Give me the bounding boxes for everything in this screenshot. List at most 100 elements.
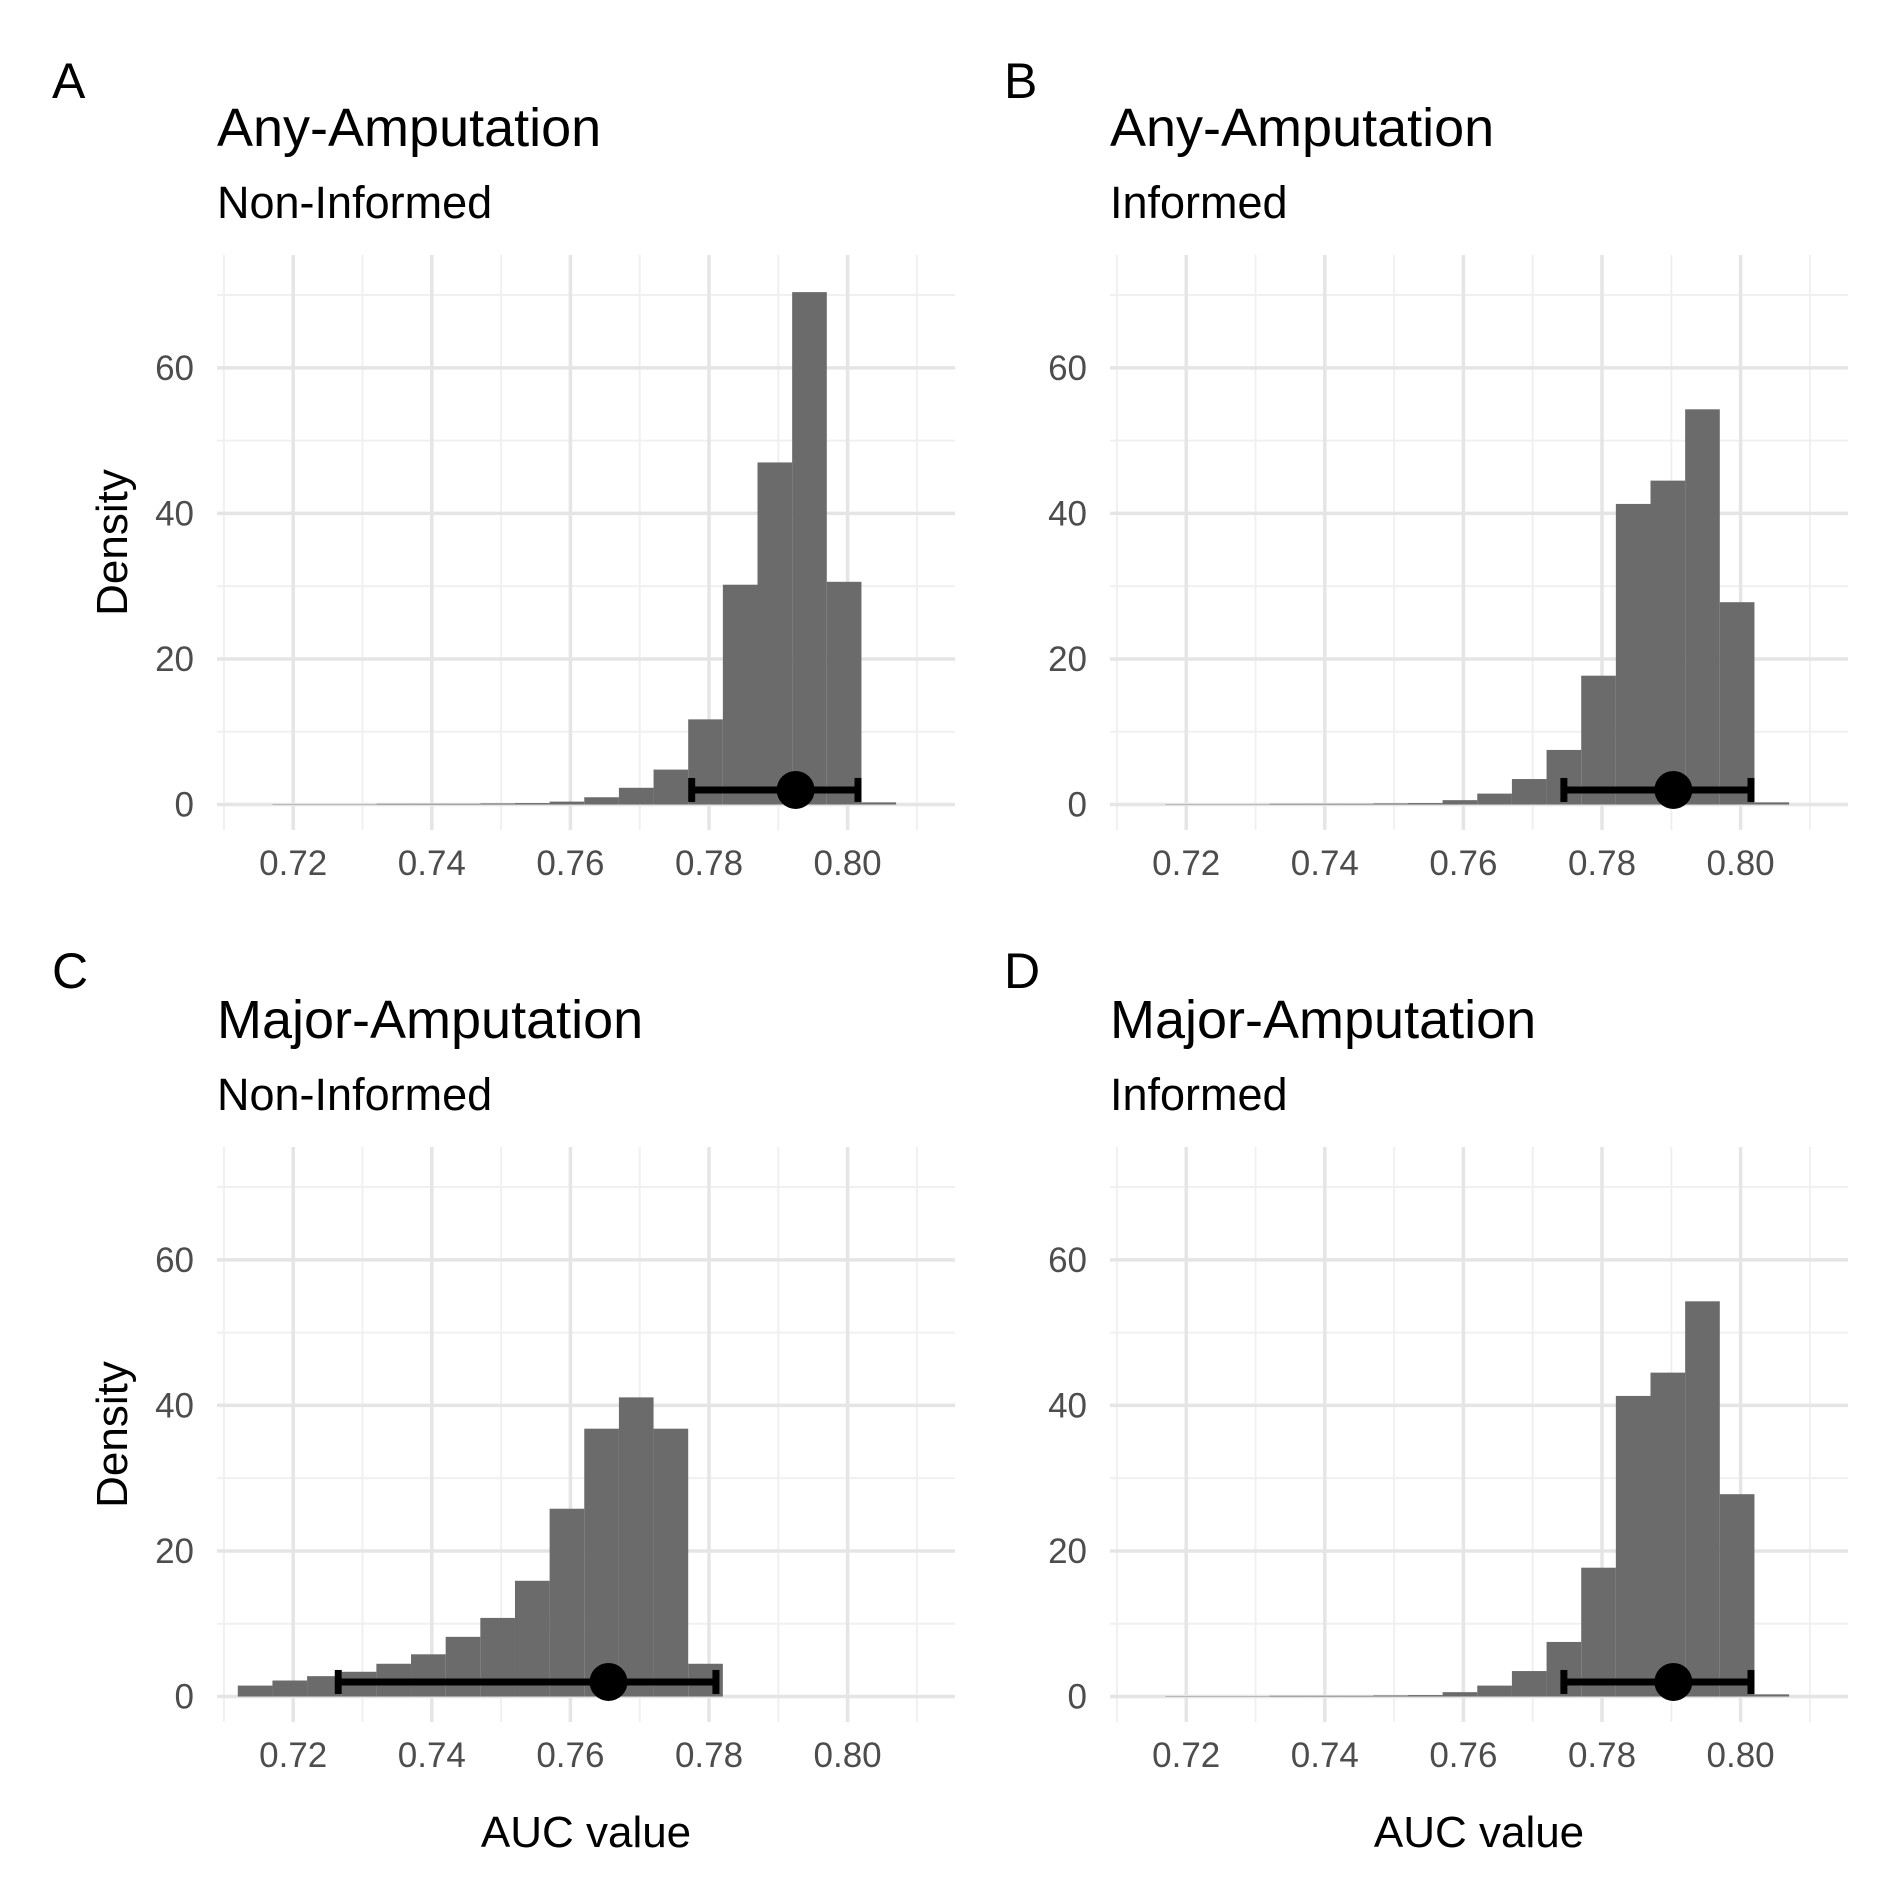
histogram-bar <box>272 1680 308 1697</box>
plot-area: 0.72 0.74 0.76 0.78 0.80 0 20 40 60 Density <box>88 255 955 883</box>
panel-c: C Major-Amputation Non-Informed 0.72 0.74… <box>52 943 955 1857</box>
panel-letter: B <box>1004 53 1037 109</box>
chart-title: Any-Amputation <box>217 98 601 158</box>
y-tick-label: 60 <box>1048 1241 1087 1280</box>
histogram-bar <box>1581 675 1616 805</box>
histogram-bar <box>514 1580 550 1697</box>
histogram-bar <box>411 1654 446 1697</box>
panel-letter: A <box>52 53 86 109</box>
x-tick-label: 0.76 <box>536 844 604 883</box>
y-tick-label: 60 <box>155 349 194 388</box>
histogram-bar <box>1338 803 1374 805</box>
x-tick-label: 0.74 <box>398 844 466 883</box>
chart-subtitle: Informed <box>1110 1069 1288 1120</box>
y-axis-label: Density <box>88 469 137 616</box>
y-tick-label: 20 <box>155 1532 194 1571</box>
histogram-bar <box>1650 1372 1686 1697</box>
histogram-bar <box>1338 1695 1374 1697</box>
histogram-bar <box>1615 503 1651 805</box>
histogram-bar <box>861 802 897 805</box>
x-tick-label: 0.74 <box>398 1736 466 1775</box>
x-tick-label: 0.80 <box>1707 844 1775 883</box>
y-axis-label: Density <box>88 1361 137 1508</box>
x-tick-label: 0.78 <box>1568 844 1636 883</box>
histogram-bar <box>722 584 758 805</box>
histogram-bar <box>653 769 689 805</box>
histogram-bar <box>1269 803 1305 805</box>
histogram-bar <box>549 801 585 805</box>
chart-subtitle: Non-Informed <box>217 177 492 228</box>
histogram-bar <box>1581 1567 1616 1697</box>
y-tick-label: 40 <box>155 1386 194 1425</box>
histogram-bar <box>1650 480 1686 805</box>
histogram-bar <box>445 1636 481 1697</box>
histogram-bar <box>792 292 827 805</box>
x-tick-label: 0.78 <box>675 1736 743 1775</box>
x-tick-label: 0.80 <box>814 844 882 883</box>
y-tick-label: 0 <box>1068 1678 1087 1717</box>
y-tick-label: 40 <box>1048 494 1087 533</box>
histogram-bar <box>1407 803 1443 805</box>
y-tick-label: 40 <box>155 494 194 533</box>
y-tick-label: 0 <box>175 786 194 825</box>
x-tick-label: 0.76 <box>1429 1736 1497 1775</box>
panel-letter: D <box>1004 943 1040 999</box>
histogram-bar <box>411 803 446 805</box>
y-tick-label: 20 <box>1048 640 1087 679</box>
histogram-bar <box>549 1508 585 1697</box>
panel-a: A Any-Amputation Non-Informed 0.72 0.74 0.… <box>52 53 955 883</box>
histogram-bar <box>1304 803 1339 805</box>
x-tick-label: 0.78 <box>1568 1736 1636 1775</box>
x-axis-label: AUC value <box>481 1808 691 1857</box>
histogram-bar <box>514 803 550 805</box>
histogram-bar <box>1373 803 1408 805</box>
panel-d: D Major-Amputation Informed 0.72 0.74 0.76… <box>1004 943 1848 1857</box>
y-tick-label: 60 <box>155 1241 194 1280</box>
histogram-bar <box>653 1428 689 1697</box>
histogram-bar <box>1477 1685 1512 1697</box>
y-tick-label: 20 <box>1048 1532 1087 1571</box>
histogram-bar <box>1685 1301 1720 1697</box>
histogram-bar <box>1754 1694 1790 1697</box>
histogram-bar <box>1511 779 1547 805</box>
y-tick-label: 40 <box>1048 1386 1087 1425</box>
point-estimate <box>589 1662 628 1701</box>
x-tick-label: 0.72 <box>259 1736 327 1775</box>
x-axis-label: AUC value <box>1374 1808 1584 1857</box>
histogram-bar <box>826 581 862 805</box>
plot-area: 0.72 0.74 0.76 0.78 0.80 0 20 40 60 <box>1048 255 1848 883</box>
histogram-bar <box>1373 1695 1408 1697</box>
x-tick-label: 0.72 <box>1152 1736 1220 1775</box>
histogram-bar <box>1442 1692 1478 1697</box>
histogram-bar <box>1477 793 1512 805</box>
y-tick-label: 0 <box>1068 786 1087 825</box>
panel-letter: C <box>52 943 88 999</box>
histogram-bar <box>307 1676 342 1697</box>
histogram-bar <box>618 787 654 805</box>
x-tick-label: 0.80 <box>814 1736 882 1775</box>
histogram-bar <box>376 803 412 805</box>
histogram-bar <box>1754 802 1790 805</box>
x-tick-label: 0.76 <box>536 1736 604 1775</box>
histogram-bar <box>1685 409 1720 805</box>
histogram-bar <box>1442 800 1478 805</box>
plot-area: 0.72 0.74 0.76 0.78 0.80 0 20 40 60 Density AUC va… <box>88 1147 955 1857</box>
x-tick-label: 0.80 <box>1707 1736 1775 1775</box>
histogram-bar <box>584 1428 619 1697</box>
x-tick-label: 0.76 <box>1429 844 1497 883</box>
point-estimate <box>1654 1662 1693 1701</box>
chart-title: Major-Amputation <box>217 990 643 1050</box>
plot-area: 0.72 0.74 0.76 0.78 0.80 0 20 40 60 AUC value <box>1048 1147 1848 1857</box>
x-tick-label: 0.72 <box>1152 844 1220 883</box>
point-estimate <box>1654 770 1693 809</box>
histogram-bar <box>618 1397 654 1697</box>
histogram-bar <box>1407 1695 1443 1697</box>
x-tick-label: 0.72 <box>259 844 327 883</box>
histogram-bar <box>1269 1695 1305 1697</box>
chart-subtitle: Non-Informed <box>217 1069 492 1120</box>
histogram-bar <box>480 803 515 805</box>
chart-title: Any-Amputation <box>1110 98 1494 158</box>
histogram-bar <box>1719 602 1755 805</box>
histogram-bar <box>1511 1671 1547 1697</box>
